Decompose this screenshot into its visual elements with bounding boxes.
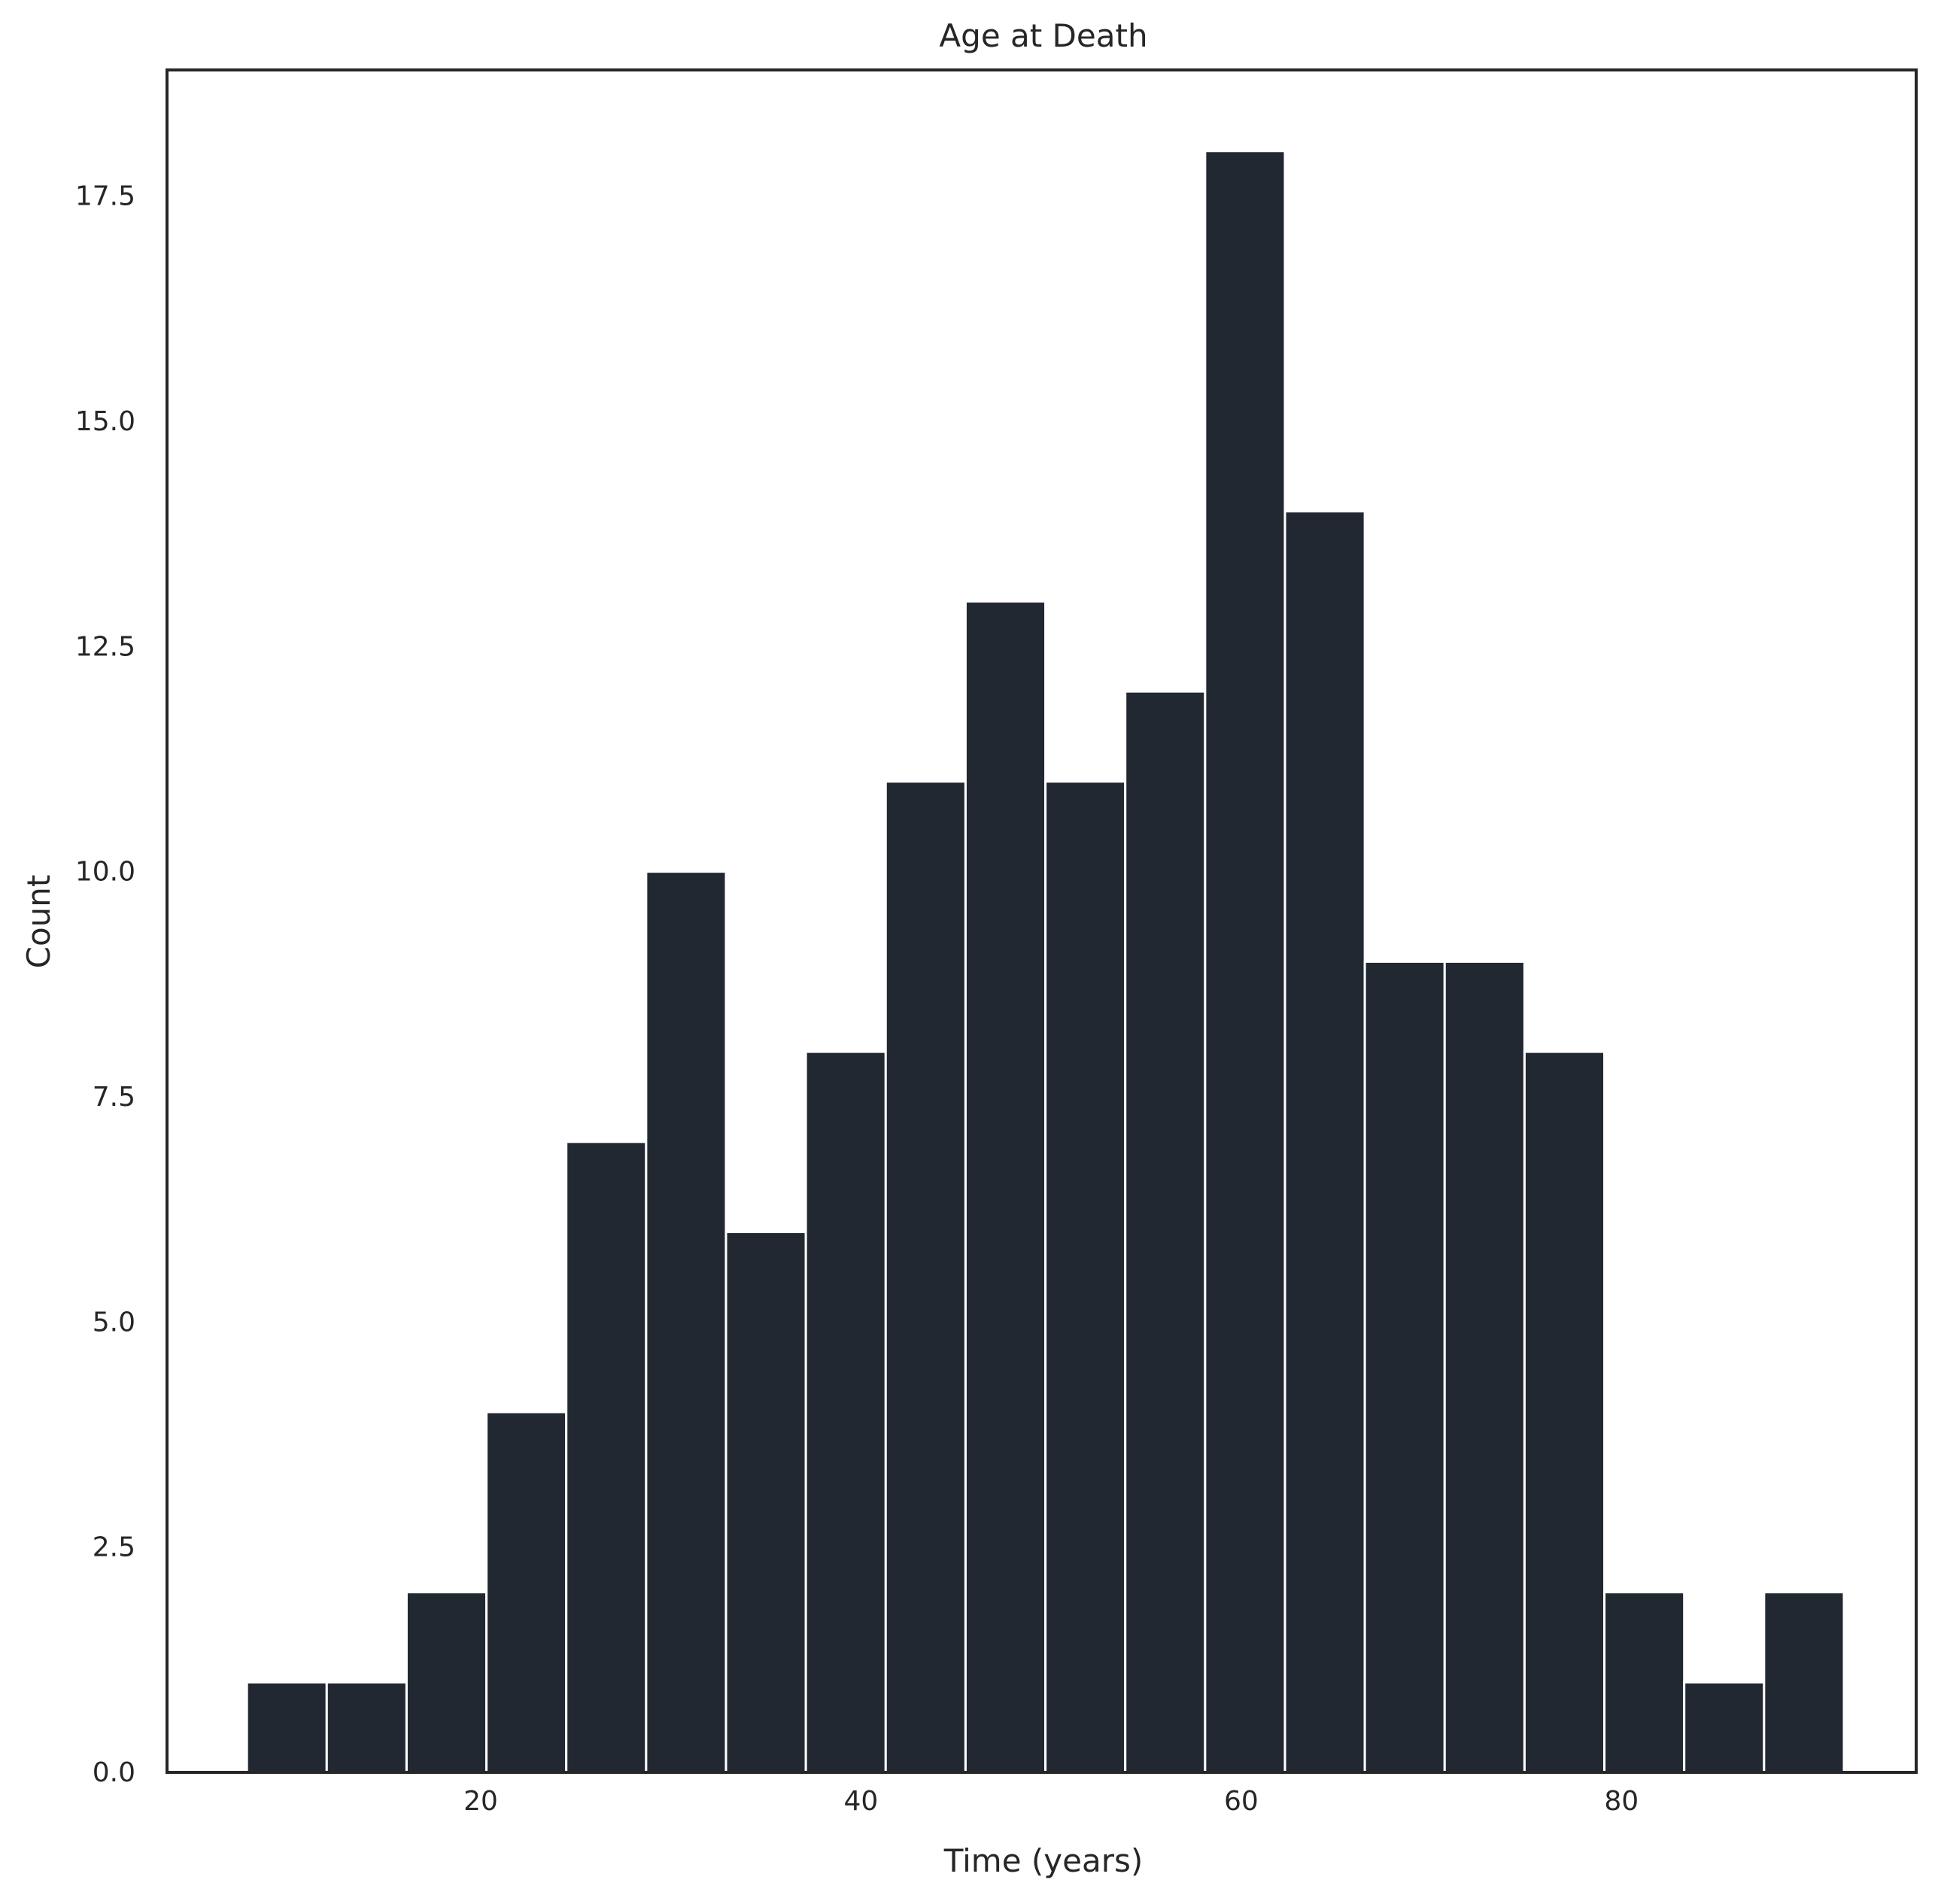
x-axis-label: Time (years) [943, 1842, 1144, 1879]
y-tick-label: 12.5 [75, 631, 135, 662]
y-tick-label: 7.5 [93, 1082, 135, 1113]
histogram-bar [405, 1591, 488, 1774]
y-tick-label: 5.0 [93, 1307, 135, 1338]
histogram-bar [1683, 1681, 1766, 1774]
y-axis-ticks: 0.0 2.5 5.0 7.5 10.0 12.5 15.0 17.5 [75, 181, 135, 1788]
histogram-bar [964, 600, 1047, 1774]
histogram-bar [1044, 780, 1127, 1774]
histogram-bar [1763, 1591, 1845, 1774]
histogram-bar [1283, 510, 1366, 1774]
y-tick-label: 0.0 [93, 1757, 135, 1788]
y-tick-label: 17.5 [75, 181, 135, 212]
histogram-bar [325, 1681, 408, 1774]
histogram-bar [1204, 150, 1286, 1774]
histogram-bar [485, 1411, 568, 1774]
x-axis-ticks: 20 40 60 80 [463, 1786, 1639, 1817]
histogram-bar [1363, 960, 1446, 1774]
histogram-bar [1443, 960, 1526, 1774]
histogram-bar [1124, 690, 1207, 1774]
histogram-bar [565, 1140, 648, 1774]
histogram-bar [724, 1231, 807, 1774]
histogram-bar [1523, 1050, 1606, 1774]
bars-group [245, 150, 1845, 1774]
x-tick-label: 40 [844, 1786, 879, 1817]
histogram-bar [804, 1050, 887, 1774]
y-tick-label: 2.5 [93, 1532, 135, 1563]
x-tick-label: 60 [1224, 1786, 1259, 1817]
y-tick-label: 15.0 [75, 406, 135, 437]
histogram-bar [245, 1681, 328, 1774]
x-tick-label: 20 [463, 1786, 498, 1817]
chart-title: Age at Death [939, 17, 1147, 54]
y-axis-label: Count [20, 875, 57, 969]
histogram-bar [1603, 1591, 1686, 1774]
y-tick-label: 10.0 [75, 857, 135, 888]
histogram-bar [645, 870, 728, 1774]
x-tick-label: 80 [1604, 1786, 1639, 1817]
histogram-bar [884, 780, 967, 1774]
plot-frame [166, 68, 1918, 1774]
